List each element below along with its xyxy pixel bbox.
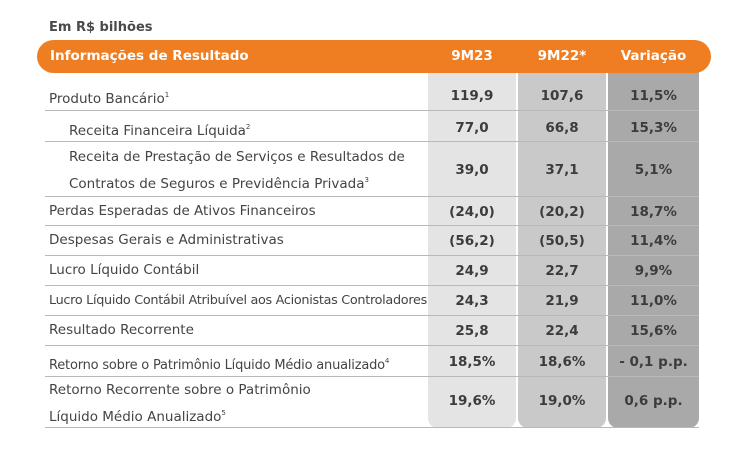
cell-9m22: 18,6%	[538, 354, 586, 370]
row-label: Receita Financeira Líquida2	[69, 123, 251, 139]
header-9m22: 9M22*	[537, 48, 587, 64]
column-band-9m23	[428, 70, 516, 428]
cell-variacao: 9,9%	[634, 263, 673, 279]
table-row: Receita de Prestação de Serviços e Resul…	[45, 142, 699, 197]
cell-variacao: 11,0%	[630, 293, 677, 309]
cell-9m23: (56,2)	[449, 233, 495, 249]
cell-9m22: 19,0%	[538, 393, 586, 409]
cell-9m22: 22,7	[545, 263, 579, 279]
row-label: Lucro Líquido Contábil	[49, 262, 200, 278]
header-9m23: 9M23	[451, 48, 493, 64]
table-row: Retorno sobre o Patrimônio Líquido Médio…	[45, 346, 699, 377]
row-label: Produto Bancário1	[49, 91, 170, 107]
cell-variacao: 15,6%	[630, 323, 677, 339]
table-row: Resultado Recorrente 25,8 22,4 15,6%	[45, 316, 699, 346]
cell-9m23: 39,0	[455, 162, 489, 178]
row-label: Despesas Gerais e Administrativas	[49, 232, 284, 248]
header-label: Informações de Resultado	[50, 48, 249, 64]
table-row: Lucro Líquido Contábil 24,9 22,7 9,9%	[45, 256, 699, 286]
row-label: Resultado Recorrente	[49, 322, 194, 338]
header-variacao: Variação	[620, 48, 687, 64]
row-label: Perdas Esperadas de Ativos Financeiros	[49, 203, 316, 219]
column-band-variacao	[608, 70, 699, 428]
cell-9m22: 37,1	[545, 162, 579, 178]
cell-9m23: 24,9	[455, 263, 489, 279]
table-row: Produto Bancário1 119,9 107,6 11,5%	[45, 79, 699, 111]
row-label: Lucro Líquido Contábil Atribuível aos Ac…	[49, 293, 427, 308]
column-band-9m22	[518, 70, 606, 428]
cell-9m23: 119,9	[450, 88, 494, 104]
cell-variacao: 11,4%	[630, 233, 677, 249]
cell-9m22: 22,4	[545, 323, 579, 339]
cell-variacao: 0,6 p.p.	[624, 393, 683, 409]
cell-9m23: (24,0)	[449, 204, 495, 220]
cell-variacao: - 0,1 p.p.	[619, 354, 688, 370]
table-header: Informações de Resultado 9M23 9M22* Vari…	[37, 40, 711, 73]
cell-variacao: 15,3%	[630, 120, 677, 136]
cell-9m23: 24,3	[455, 293, 489, 309]
table-row: Despesas Gerais e Administrativas (56,2)…	[45, 226, 699, 256]
cell-9m22: 66,8	[545, 120, 579, 136]
cell-variacao: 18,7%	[630, 204, 677, 220]
cell-variacao: 5,1%	[634, 162, 673, 178]
unit-caption: Em R$ bilhões	[49, 20, 153, 35]
cell-9m23: 18,5%	[448, 354, 496, 370]
cell-9m23: 77,0	[455, 120, 489, 136]
table-row: Lucro Líquido Contábil Atribuível aos Ac…	[45, 286, 699, 316]
row-label: Retorno sobre o Patrimônio Líquido Médio…	[49, 357, 390, 373]
cell-9m22: 107,6	[540, 88, 584, 104]
table-row: Receita Financeira Líquida2 77,0 66,8 15…	[45, 111, 699, 142]
cell-9m23: 19,6%	[448, 393, 496, 409]
table-row: Perdas Esperadas de Ativos Financeiros (…	[45, 197, 699, 226]
cell-9m23: 25,8	[455, 323, 489, 339]
cell-9m22: 21,9	[545, 293, 579, 309]
cell-9m22: (20,2)	[539, 204, 585, 220]
cell-variacao: 11,5%	[630, 88, 677, 104]
cell-9m22: (50,5)	[539, 233, 585, 249]
table-row: Retorno Recorrente sobre o Patrimônio Líq…	[45, 377, 699, 428]
row-label: Receita de Prestação de Serviços e Resul…	[69, 149, 405, 192]
row-label: Retorno Recorrente sobre o Patrimônio Líq…	[49, 382, 311, 425]
